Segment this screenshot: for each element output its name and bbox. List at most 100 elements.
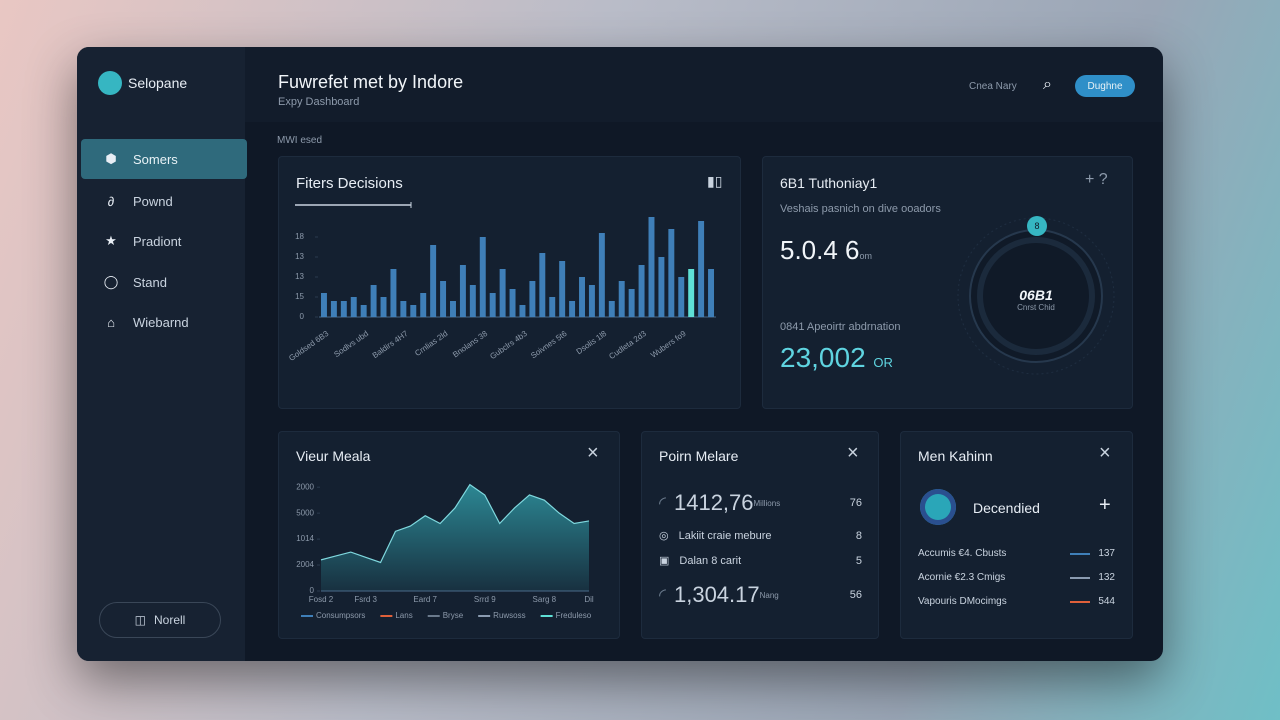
x-tick-label: Bnolans 38: [451, 329, 489, 360]
close-button[interactable]: ×: [847, 442, 859, 464]
bar: [539, 253, 546, 317]
metric-label: Lakiit craie mebure: [678, 529, 772, 542]
bar: [618, 281, 625, 317]
panel-title: Men Kahinn: [918, 448, 993, 464]
metric-row: ◜ 1412,76 Millions 76: [659, 490, 862, 515]
search-label: Cnea Nary: [969, 81, 1017, 92]
item-icon: [920, 489, 956, 525]
bar: [330, 301, 337, 317]
legend-label: Ruwsoss: [493, 611, 525, 620]
bar: [678, 277, 685, 317]
y-tick-label: 2004: [296, 560, 314, 569]
x-tick-label: Srrd 9: [474, 595, 496, 604]
bar: [350, 297, 357, 317]
metric-value: 8: [855, 529, 862, 542]
panel-title: Vieur Meala: [296, 448, 371, 464]
panel-title: Fiters Decisions: [296, 175, 403, 192]
legend-label: Consumpsors: [316, 611, 365, 620]
metrics-panel: Poirn Melare × ◜ 1412,76 Millions 76 ◎ Lakii…: [641, 431, 879, 639]
x-tick-label: Sodlvs ubd: [332, 329, 370, 359]
nav-item[interactable]: ⬢ Somers: [81, 139, 247, 179]
bar: [658, 257, 665, 317]
window: Selopane ⬢ Somers ∂ Pownd ★ Pradiont ◯ Stand…: [77, 47, 1163, 661]
panel-icon[interactable]: ▮▯: [707, 173, 723, 189]
stats-subtitle: Veshais pasnich on dive ooadors: [780, 203, 941, 215]
x-tick-label: Goldsed 6B3: [287, 329, 331, 363]
x-tick-label: Crnlias 2ld: [413, 329, 449, 358]
bar: [430, 245, 437, 317]
bar: [569, 301, 576, 317]
y-tick-label: 2000: [296, 482, 314, 491]
bar: [638, 265, 645, 317]
bar: [579, 277, 585, 317]
bar: [628, 289, 635, 317]
metric-row: ◜ 1,304.17 Nang 56: [659, 582, 862, 607]
sidebar: Selopane ⬢ Somers ∂ Pownd ★ Pradiont ◯ Stand…: [77, 47, 247, 661]
area: [321, 484, 589, 591]
list-swatch: [1070, 600, 1091, 603]
bar: [340, 301, 347, 317]
bar: [400, 301, 407, 317]
item-label: Decendied: [973, 500, 1040, 516]
metric-row: ◎ Lakiit craie mebure 8: [659, 529, 862, 543]
nav-label: Somers: [133, 151, 178, 167]
x-tick-label: Wubers fo9: [649, 329, 688, 360]
x-tick-label: Fsrd 3: [354, 595, 377, 604]
list-value: 132: [1098, 572, 1115, 583]
bar: [648, 217, 655, 317]
nav-item[interactable]: ∂ Pownd: [107, 193, 173, 209]
app-name: Selopane: [128, 75, 188, 91]
list-label: Vapouris DMocimgs: [918, 596, 1007, 607]
bar-chart: 0 15 13 13 18 Goldsed 6B3 Sodlvs ubd Baldirs 4H…: [287, 202, 716, 363]
header-button[interactable]: Dughne: [1075, 75, 1135, 97]
bar: [559, 261, 566, 317]
metric-label: Dalan 8 carit: [679, 554, 742, 567]
bar: [410, 305, 417, 317]
legend-label: Freduleso: [556, 611, 592, 620]
bar: [529, 281, 536, 317]
header-title: Fuwrefet met by Indore: [278, 72, 464, 92]
legend-label: Bryse: [443, 611, 464, 620]
footer-button[interactable]: ◫ Norell: [99, 602, 221, 638]
x-tick-label: Fosd 2: [309, 595, 334, 604]
bar-panel: Fiters Decisions ▮▯ 0 15 13 13 18 Goldsed 6B3…: [278, 156, 741, 409]
panel-title: 6B1 Tuthoniay1: [780, 175, 878, 191]
y-tick-label: 13: [295, 252, 304, 261]
bar: [509, 289, 516, 317]
stat-value: 23,002 OR: [780, 342, 893, 374]
metric-unit: Millions: [753, 498, 781, 508]
nav-item[interactable]: ⌂ Wiebarnd: [107, 314, 189, 330]
metric-row: ▣ Dalan 8 carit 5: [659, 554, 862, 568]
list-panel: Men Kahinn × Decendied + Accumis €4. Cbu…: [900, 431, 1133, 639]
bar: [479, 237, 486, 317]
add-button[interactable]: +: [1099, 494, 1111, 516]
y-tick-label: 0: [300, 312, 305, 321]
bar: [360, 305, 367, 317]
bar: [668, 229, 675, 317]
list-swatch: [1070, 576, 1091, 579]
list-row: Acornie €2.3 Cmigs 132: [918, 572, 1115, 583]
x-tick-label: Dsolis 1l8: [575, 329, 609, 357]
legend-label: Lans: [395, 611, 412, 620]
y-tick-label: 13: [295, 272, 304, 281]
list-label: Accumis €4. Cbusts: [918, 548, 1007, 559]
x-tick-label: Baldirs 4H7: [371, 329, 410, 360]
bar: [519, 305, 526, 317]
gauge-ring: [977, 237, 1095, 355]
bar: [688, 269, 695, 317]
search-icon[interactable]: ⌕: [1043, 76, 1052, 93]
nav-item[interactable]: ◯ Stand: [103, 274, 167, 290]
list-value: 137: [1098, 548, 1115, 559]
bar: [469, 285, 476, 317]
panel-icon[interactable]: + ?: [1085, 171, 1108, 188]
close-button[interactable]: ×: [587, 442, 599, 464]
breadcrumb: MWI esed: [277, 135, 323, 146]
close-button[interactable]: ×: [1099, 442, 1111, 464]
nav-label: Wiebarnd: [133, 314, 189, 330]
line: [320, 483, 590, 564]
x-tick-label: Dil: [584, 595, 594, 604]
bar: [588, 285, 595, 317]
nav-item[interactable]: ★ Pradiont: [105, 233, 182, 249]
stat-number: 23,002: [780, 342, 866, 373]
